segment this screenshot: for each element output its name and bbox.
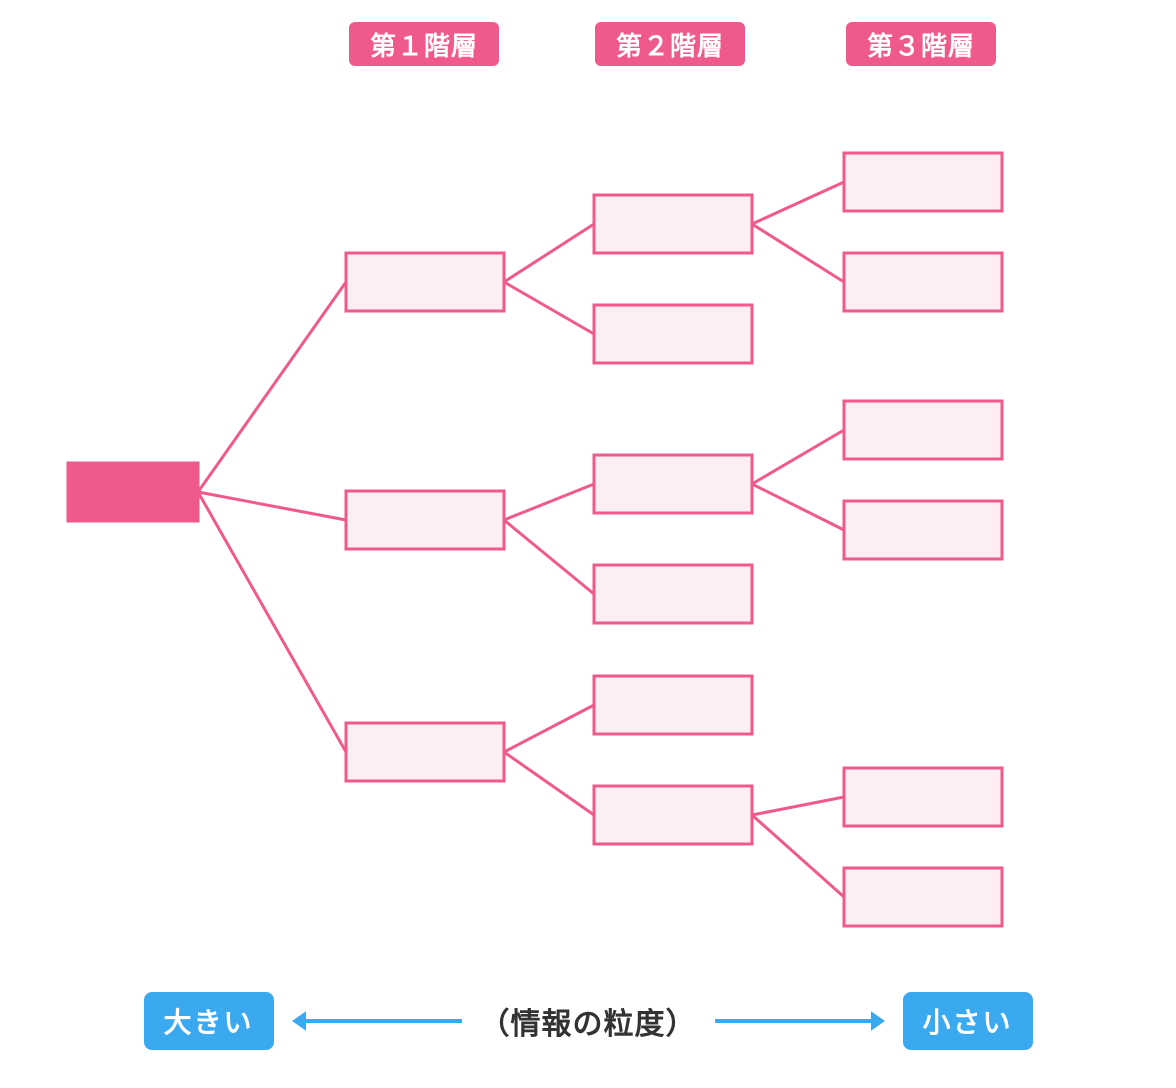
tree-node	[594, 305, 752, 363]
tree-node	[594, 786, 752, 844]
tree-edge	[752, 224, 844, 282]
tree-node	[346, 723, 504, 781]
tree-node	[594, 195, 752, 253]
tree-edge	[504, 224, 594, 282]
tree-edge	[752, 430, 844, 484]
tree-node	[68, 463, 198, 521]
tree-node	[844, 768, 1002, 826]
tree-node	[594, 676, 752, 734]
footer-badge-large: 大きい	[144, 992, 274, 1050]
footer: 大きい （情報の粒度） 小さい	[0, 992, 1176, 1050]
tree-edge	[504, 752, 594, 815]
tree-node	[346, 253, 504, 311]
tree-edge	[504, 484, 594, 520]
tree-edge	[752, 484, 844, 530]
footer-badge-small: 小さい	[903, 992, 1033, 1050]
tree-node	[594, 455, 752, 513]
arrow-right-icon	[715, 1009, 885, 1033]
tree-node	[844, 401, 1002, 459]
tree-diagram	[0, 0, 1176, 1088]
tree-edge	[752, 815, 844, 897]
tree-edge	[198, 282, 346, 492]
diagram-canvas: 第１階層 第２階層 第３階層 大きい （情報の粒度） 小さい	[0, 0, 1176, 1088]
tree-edge	[504, 705, 594, 752]
tree-node	[346, 491, 504, 549]
tree-node	[844, 253, 1002, 311]
tree-node	[844, 501, 1002, 559]
tree-edge	[752, 182, 844, 224]
tree-edge	[752, 797, 844, 815]
tree-edge	[198, 492, 346, 520]
footer-caption: （情報の粒度）	[480, 999, 697, 1043]
tree-node	[594, 565, 752, 623]
tree-edge	[504, 282, 594, 334]
tree-node	[844, 153, 1002, 211]
tree-edge	[504, 520, 594, 594]
arrow-left-icon	[292, 1009, 462, 1033]
tree-node	[844, 868, 1002, 926]
tree-edge	[198, 492, 346, 752]
